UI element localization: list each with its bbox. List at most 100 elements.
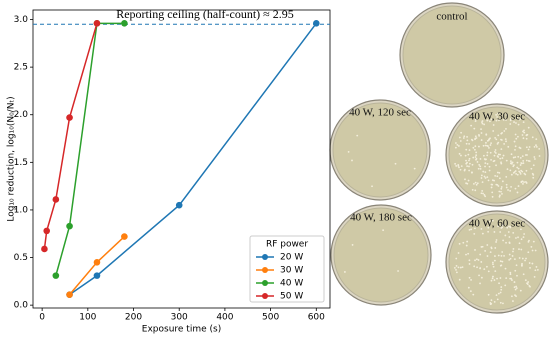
colony: [465, 244, 468, 247]
colony: [528, 262, 531, 264]
colony: [477, 167, 480, 170]
colony: [468, 142, 471, 145]
colony: [530, 245, 533, 248]
colony: [477, 259, 480, 261]
colony: [472, 293, 475, 296]
y-axis-label: Log₁₀ reduction, log₁₀(N₀/Nₜ): [7, 96, 17, 221]
legend-label: 40 W: [280, 279, 303, 289]
colony: [481, 122, 484, 125]
colony: [509, 226, 512, 229]
colony: [511, 279, 513, 281]
colony: [457, 266, 460, 269]
colony: [457, 145, 460, 147]
colony: [522, 236, 525, 239]
colony: [493, 279, 496, 281]
colony: [479, 165, 482, 168]
colony: [486, 176, 489, 178]
colony: [523, 131, 526, 134]
colony: [513, 121, 515, 123]
colony: [505, 127, 507, 130]
colony: [474, 135, 477, 138]
colony: [475, 158, 477, 161]
colony: [516, 166, 519, 169]
legend-label: 30 W: [280, 266, 303, 276]
colony: [500, 148, 503, 151]
colony: [455, 271, 458, 274]
dish-agar: [332, 102, 428, 198]
dish-label: 40 W, 30 sec: [469, 111, 525, 123]
colony: [487, 226, 490, 229]
colony: [488, 220, 491, 223]
colony: [505, 159, 508, 162]
colony: [497, 112, 499, 115]
colony: [458, 242, 461, 245]
colony: [519, 289, 522, 292]
colony: [371, 185, 373, 188]
colony: [475, 154, 478, 157]
legend-box: [249, 235, 325, 303]
colony: [517, 167, 520, 170]
colony: [491, 277, 494, 280]
colony: [516, 173, 519, 176]
colony: [497, 292, 500, 295]
colony: [479, 282, 481, 285]
colony: [517, 236, 519, 239]
x-tick-label: 500: [262, 313, 279, 323]
colony: [491, 195, 494, 198]
colony: [513, 140, 516, 143]
colony: [492, 265, 495, 268]
colony: [519, 156, 522, 159]
colony: [484, 162, 487, 165]
colony: [486, 154, 489, 157]
colony: [467, 252, 470, 255]
colony: [482, 192, 484, 195]
colony: [509, 277, 512, 280]
colony: [491, 219, 494, 222]
colony: [468, 162, 471, 165]
colony: [535, 266, 538, 268]
legend-title: RF power: [266, 240, 308, 250]
colony: [455, 265, 458, 267]
colony: [518, 146, 521, 149]
colony: [472, 156, 475, 159]
colony: [471, 188, 474, 191]
colony: [499, 291, 502, 294]
colony: [509, 169, 512, 172]
dish-label: 40 W, 60 sec: [469, 218, 525, 230]
colony: [507, 145, 510, 148]
colony: [490, 186, 493, 189]
y-tick-label: 0.0: [14, 301, 29, 311]
colony: [490, 118, 493, 121]
colony: [486, 151, 489, 154]
colony: [518, 248, 520, 251]
colony: [500, 161, 502, 164]
colony: [519, 164, 522, 166]
colony: [504, 267, 507, 270]
colony: [468, 228, 471, 231]
legend-marker: [262, 254, 268, 260]
colony: [462, 137, 465, 139]
colony: [509, 189, 512, 192]
colony: [486, 162, 489, 165]
colony: [532, 164, 535, 167]
colony: [500, 190, 502, 193]
colony: [494, 152, 497, 154]
dish-agar: [448, 213, 546, 311]
colony: [503, 130, 506, 132]
colony: [536, 268, 539, 271]
colony: [468, 169, 471, 172]
colony: [515, 287, 518, 290]
colony: [498, 119, 500, 122]
colony: [497, 225, 499, 228]
colony: [466, 240, 469, 243]
data-point: [312, 20, 320, 27]
colony: [507, 231, 510, 233]
dish-label: 40 W, 120 sec: [349, 107, 411, 119]
colony: [505, 140, 507, 143]
colony: [533, 275, 536, 278]
colony: [518, 118, 521, 121]
colony: [494, 136, 497, 139]
colony: [468, 259, 471, 262]
data-point: [121, 20, 128, 27]
